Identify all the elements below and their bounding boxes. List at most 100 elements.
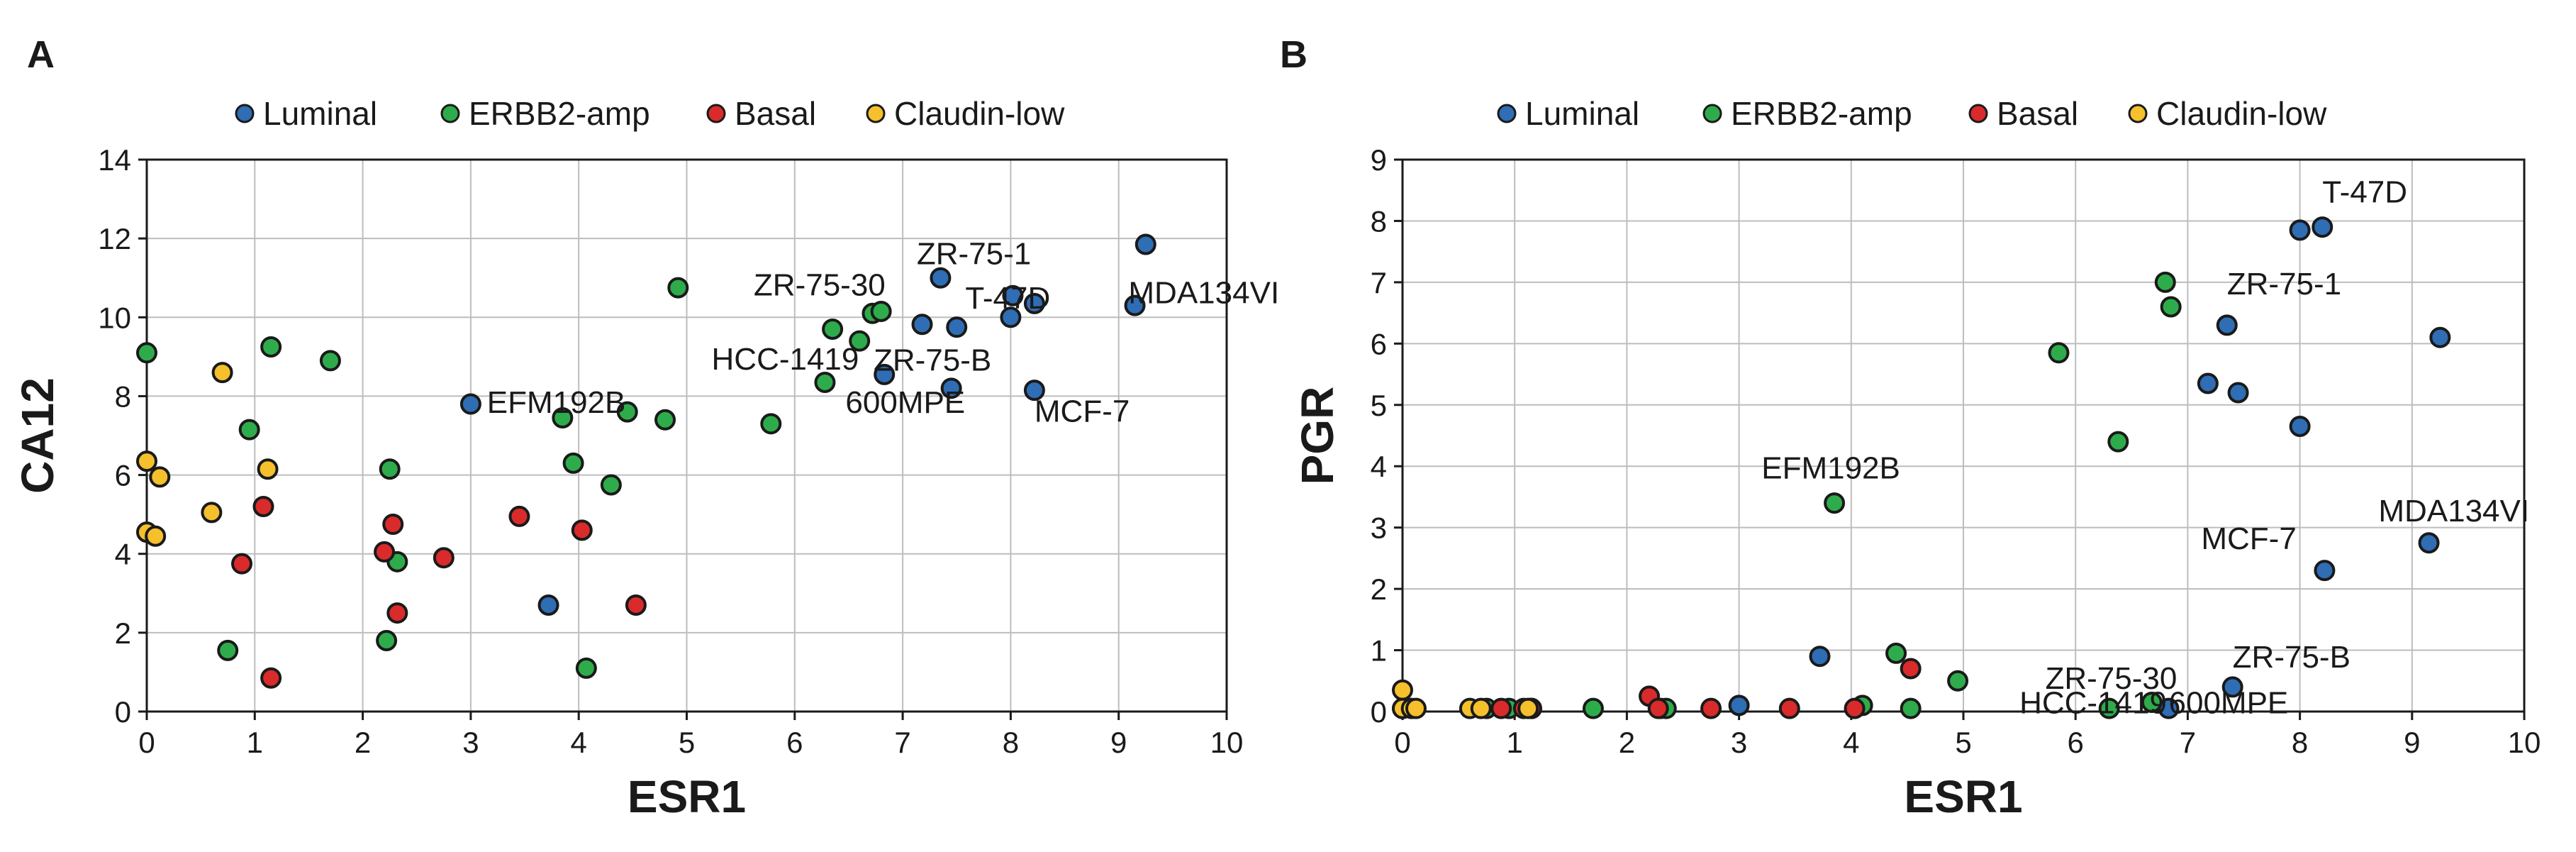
point-erbb2-amp: [1824, 492, 1846, 514]
point-claudin-low: [1405, 697, 1427, 719]
panel-label: B: [1280, 33, 1307, 76]
point-annotation: MCF-7: [2201, 521, 2296, 556]
point-claudin-low: [1392, 679, 1413, 701]
point-luminal: [1124, 294, 1146, 316]
legend-label: Claudin-low: [2156, 95, 2327, 132]
x-tick-label: 5: [679, 726, 695, 759]
x-tick-label: 1: [247, 726, 263, 759]
point-luminal: [2289, 416, 2311, 438]
panel-B: B Luminal ERBB2-amp Basal Claudin-low 0 1 2 3 4 5 6…: [1280, 33, 2541, 822]
point-erbb2-amp: [238, 419, 260, 441]
y-tick-label: 4: [115, 538, 131, 571]
point-claudin-low: [1517, 697, 1539, 719]
point-luminal: [2289, 219, 2311, 241]
x-tick-label: 0: [1394, 726, 1410, 759]
point-luminal: [1134, 233, 1156, 255]
legend-marker: [1968, 104, 1988, 123]
point-claudin-low: [149, 466, 171, 488]
point-luminal: [874, 363, 896, 385]
point-basal: [508, 505, 530, 527]
point-erbb2-amp: [1885, 642, 1907, 664]
x-tick-label: 2: [1619, 726, 1635, 759]
point-luminal: [946, 316, 968, 338]
point-erbb2-amp: [654, 409, 676, 431]
x-tick-label: 9: [1110, 726, 1127, 759]
point-claudin-low: [145, 525, 167, 547]
point-erbb2-amp: [575, 657, 597, 679]
legend-label: Claudin-low: [894, 95, 1065, 132]
point-annotation: EFM192B: [1761, 451, 1900, 486]
legend-label: Luminal: [1525, 95, 1639, 132]
legend-label: Basal: [735, 95, 816, 132]
point-erbb2-amp: [2107, 431, 2129, 453]
point-claudin-low: [211, 362, 233, 384]
point-erbb2-amp: [2048, 342, 2070, 364]
point-luminal: [1809, 646, 1831, 668]
point-annotation: ZR-75-B: [874, 343, 991, 377]
y-tick-label: 3: [1371, 511, 1387, 545]
y-tick-label: 4: [1371, 450, 1387, 483]
y-tick-label: 0: [1371, 695, 1387, 729]
point-annotation: ZR-75-30: [2045, 661, 2177, 696]
point-annotation: 600MPE: [2169, 686, 2289, 721]
x-tick-label: 3: [1731, 726, 1747, 759]
point-annotation: T-47D: [2322, 175, 2407, 210]
y-tick-label: 8: [1371, 204, 1387, 238]
point-basal: [382, 514, 404, 536]
x-tick-label: 5: [1955, 726, 1971, 759]
y-tick-label: 7: [1371, 266, 1387, 299]
point-annotation: EFM192B: [487, 385, 626, 420]
point-erbb2-amp: [822, 318, 844, 340]
point-luminal: [2227, 382, 2249, 404]
point-annotation: ZR-75-1: [2227, 267, 2341, 301]
x-tick-label: 2: [355, 726, 371, 759]
point-luminal: [2418, 532, 2440, 554]
legend-marker: [866, 104, 886, 123]
point-erbb2-amp: [616, 401, 638, 423]
point-annotation: ZR-75-30: [754, 268, 886, 303]
point-luminal: [459, 393, 481, 415]
y-tick-label: 1: [1371, 634, 1387, 668]
point-annotation: HCC-1419: [712, 342, 859, 377]
point-annotation: T-47D: [965, 281, 1050, 316]
point-basal: [1778, 697, 1800, 719]
point-luminal: [2314, 560, 2336, 582]
legend-marker: [2128, 104, 2148, 123]
point-basal: [625, 594, 647, 616]
point-annotation: ZR-75-B: [2233, 640, 2351, 675]
point-luminal: [930, 267, 952, 289]
point-annotation: MCF-7: [1035, 394, 1130, 429]
y-tick-label: 6: [1371, 327, 1387, 360]
point-annotation: MDA134VI: [1128, 275, 1279, 310]
point-erbb2-amp: [136, 342, 157, 364]
x-tick-label: 6: [786, 726, 803, 759]
point-luminal: [940, 377, 962, 399]
y-tick-label: 9: [1371, 143, 1387, 177]
point-basal: [231, 553, 253, 575]
point-erbb2-amp: [870, 300, 892, 322]
point-erbb2-amp: [2141, 692, 2163, 714]
point-claudin-low: [201, 502, 223, 524]
y-tick-label: 6: [115, 459, 131, 492]
point-luminal: [2221, 676, 2243, 698]
point-basal: [433, 547, 455, 569]
x-tick-label: 4: [1843, 726, 1859, 759]
point-luminal: [2197, 372, 2219, 394]
point-luminal: [1000, 306, 1022, 328]
point-erbb2-amp: [379, 458, 401, 480]
panel-label: A: [27, 33, 55, 76]
point-erbb2-amp: [1947, 670, 1969, 692]
point-basal: [260, 667, 282, 689]
x-tick-label: 4: [571, 726, 587, 759]
legend-label: Basal: [1997, 95, 2078, 132]
point-basal: [1490, 697, 1512, 719]
y-tick-label: 2: [1371, 572, 1387, 606]
x-tick-label: 3: [462, 726, 479, 759]
y-tick-label: 10: [98, 301, 131, 334]
point-erbb2-amp: [600, 474, 622, 496]
point-luminal: [2216, 314, 2238, 336]
point-annotation: ZR-75-1: [917, 236, 1031, 271]
point-erbb2-amp: [760, 413, 782, 435]
y-tick-label: 12: [98, 222, 131, 255]
